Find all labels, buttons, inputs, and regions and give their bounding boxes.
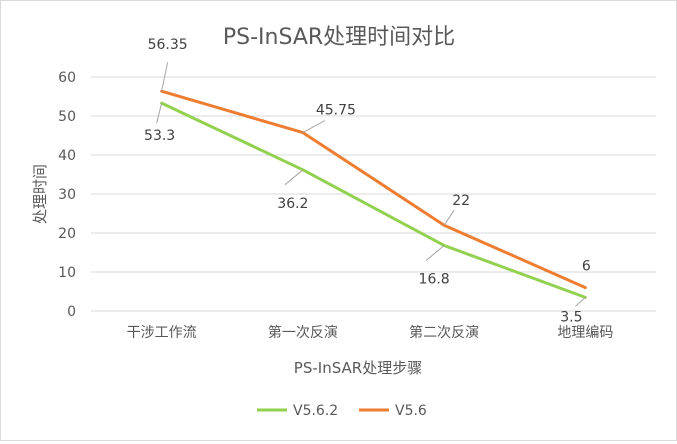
- legend-item-V5.6: V5.6: [359, 403, 427, 419]
- y-tick-label: 10: [58, 265, 76, 281]
- data-label: 16.8: [419, 271, 450, 287]
- y-tick-label: 0: [67, 304, 76, 320]
- data-label-leader: [156, 103, 163, 124]
- y-tick-label: 50: [58, 109, 76, 125]
- x-tick-label: 第一次反演: [268, 324, 338, 341]
- x-axis-ticks: 干涉工作流 第一次反演 第二次反演 地理编码: [127, 324, 614, 341]
- data-label-leader: [284, 169, 304, 186]
- data-label-leader: [443, 209, 455, 226]
- chart-title: PS-InSAR处理时间对比: [223, 25, 455, 50]
- data-labels: 53.3 36.2 16.8 3.5 56.35 45.75 22 6: [144, 37, 591, 325]
- y-tick-label: 40: [58, 148, 76, 164]
- legend-label: V5.6: [395, 403, 427, 419]
- data-label-leader: [425, 245, 445, 261]
- series-line-V5.6.2: [160, 101, 587, 299]
- x-tick-label: 第二次反演: [409, 324, 479, 341]
- y-tick-label: 60: [58, 70, 76, 86]
- data-label: 22: [452, 193, 470, 209]
- legend: V5.6.2 V5.6: [257, 403, 427, 419]
- series-lines: [160, 89, 587, 299]
- legend-item-V5.6.2: V5.6.2: [257, 403, 338, 419]
- data-label: 6: [582, 259, 591, 275]
- data-label: 3.5: [560, 309, 582, 325]
- y-tick-label: 30: [58, 187, 76, 203]
- y-axis-title: 处理时间: [31, 164, 49, 224]
- gridlines: [91, 76, 656, 312]
- data-label: 36.2: [277, 196, 308, 212]
- legend-label: V5.6.2: [293, 403, 338, 419]
- x-axis-title: PS-InSAR处理步骤: [294, 359, 422, 377]
- x-tick-label: 干涉工作流: [127, 325, 197, 341]
- data-label: 53.3: [144, 128, 175, 144]
- data-label: 56.35: [148, 37, 188, 53]
- data-label: 45.75: [316, 103, 356, 119]
- x-tick-label: 地理编码: [557, 325, 613, 341]
- data-label-leader: [302, 120, 326, 134]
- data-label-leader: [161, 62, 169, 92]
- series-line-V5.6: [160, 89, 587, 290]
- y-axis-ticks: 0 10 20 30 40 50 60: [58, 70, 76, 320]
- y-tick-label: 20: [58, 226, 76, 242]
- data-label-leader: [575, 296, 586, 307]
